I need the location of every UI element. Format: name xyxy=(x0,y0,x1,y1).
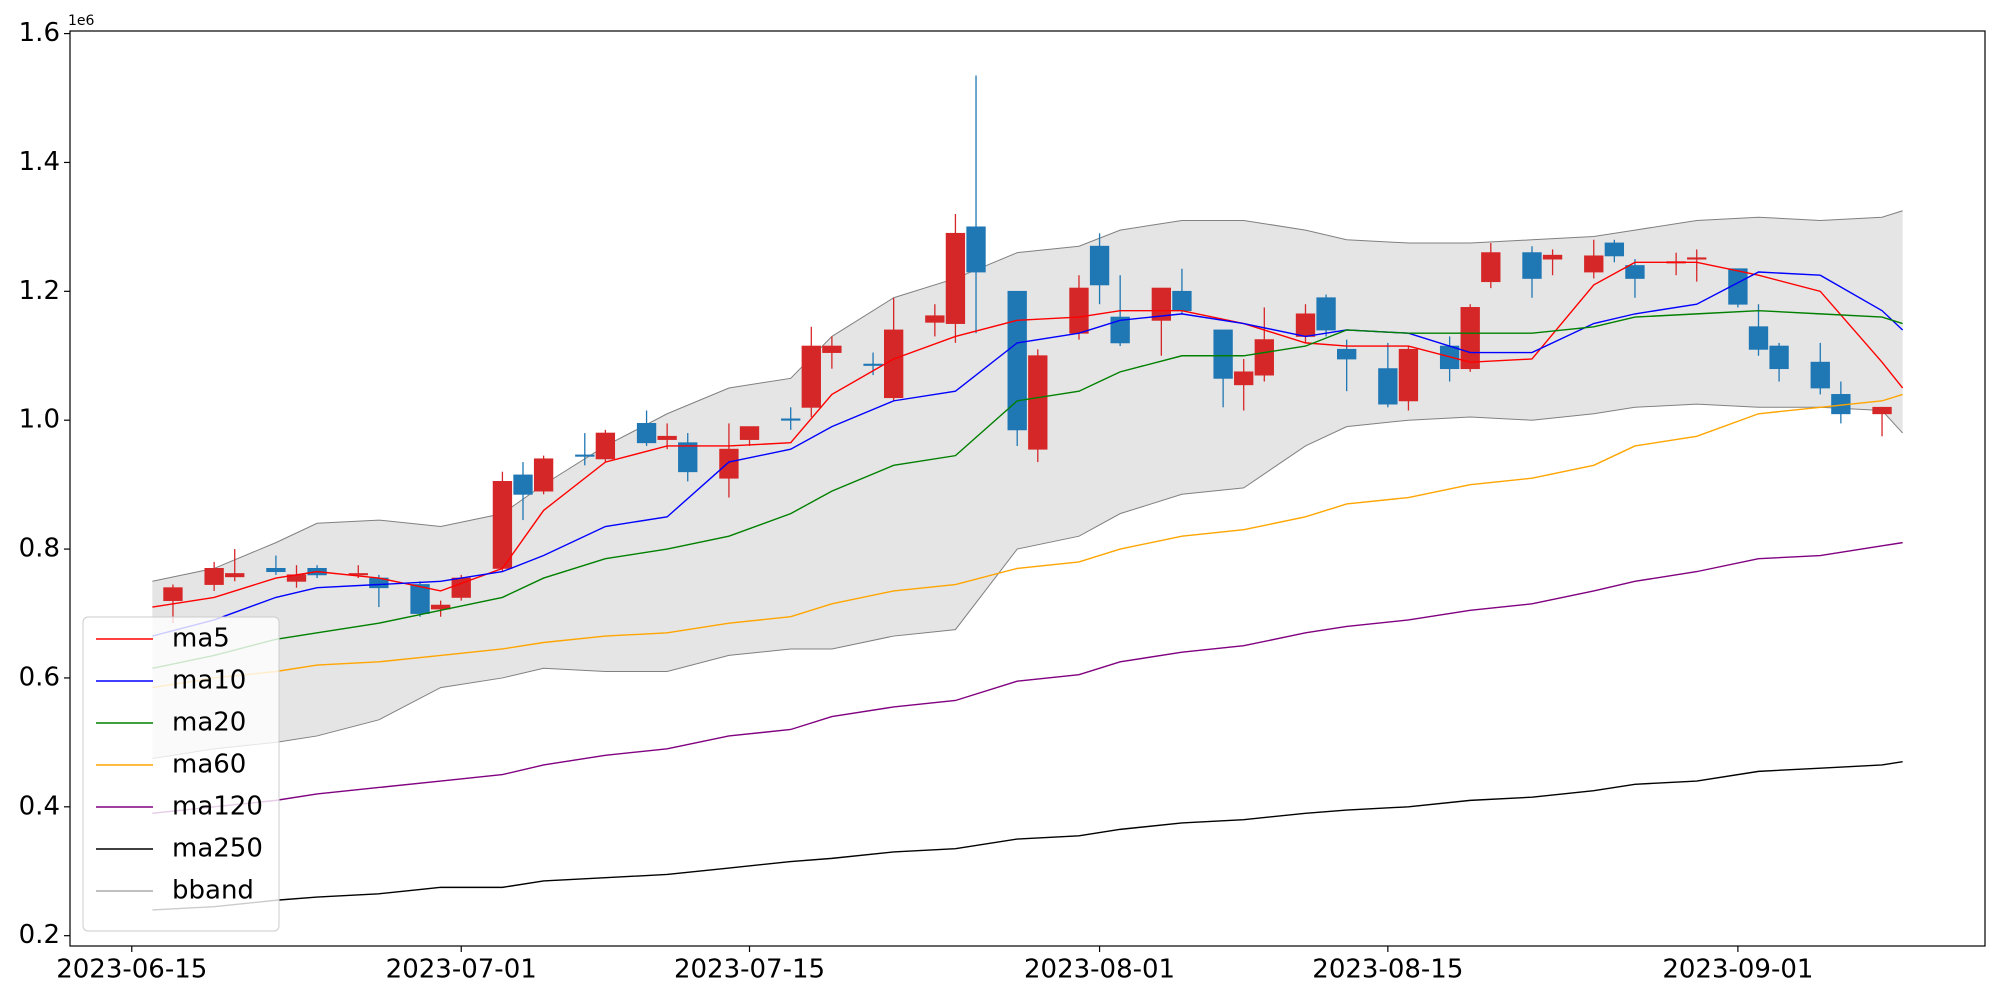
candle-body xyxy=(781,418,801,421)
candle-body xyxy=(410,584,430,614)
candle-body xyxy=(945,232,966,324)
candle-body xyxy=(1089,245,1110,286)
candle-body xyxy=(1460,307,1480,370)
y-tick-label: 1.4 xyxy=(19,147,60,177)
y-tick-label: 1.6 xyxy=(19,18,60,48)
candle-body xyxy=(348,573,368,576)
candle-body xyxy=(1687,257,1707,260)
legend: ma5 ma10 ma20 ma60 ma120 ma250 bband xyxy=(82,616,280,932)
x-tick-label: 2023-08-01 xyxy=(1024,955,1175,985)
candle-body xyxy=(925,315,945,323)
candle-body xyxy=(1110,316,1130,344)
x-tick-label: 2023-06-15 xyxy=(56,955,207,985)
x-tick-label: 2023-07-15 xyxy=(674,955,825,985)
candle-body xyxy=(1337,348,1357,360)
candle-body xyxy=(1378,368,1398,405)
candle-body xyxy=(1542,254,1563,260)
y-tick-label: 1.0 xyxy=(19,405,60,435)
candle-body xyxy=(1028,355,1048,450)
candle-body xyxy=(1234,371,1254,386)
candle-body xyxy=(1625,265,1645,279)
candle-body xyxy=(1584,255,1604,273)
candle-body xyxy=(719,448,739,479)
candle-body xyxy=(1295,313,1316,337)
candle-body xyxy=(1810,361,1830,389)
legend-label: ma60 xyxy=(172,750,246,780)
legend-label: ma5 xyxy=(172,624,230,654)
candle-body xyxy=(822,345,842,353)
x-tick-label: 2023-09-01 xyxy=(1662,955,1813,985)
candle-body xyxy=(657,435,677,440)
candle-body xyxy=(1398,348,1419,402)
legend-box xyxy=(82,616,280,932)
candle-body xyxy=(636,423,657,444)
candle-body xyxy=(801,345,821,408)
y-tick-label: 0.8 xyxy=(19,534,60,564)
legend-label: ma10 xyxy=(172,666,246,696)
candle-body xyxy=(430,604,451,610)
candle-body xyxy=(1151,287,1172,321)
candle-body xyxy=(1213,329,1233,379)
candle-body xyxy=(1254,339,1274,376)
y-tick-label: 0.6 xyxy=(19,662,60,692)
legend-label: bband xyxy=(172,876,254,906)
candle-body xyxy=(883,329,904,399)
candle-body xyxy=(266,568,286,573)
plot xyxy=(152,75,1904,911)
candle-body xyxy=(1728,268,1748,305)
candle-body xyxy=(966,226,986,273)
band-area xyxy=(152,210,1903,759)
candle-body xyxy=(492,481,513,569)
band-edge xyxy=(152,210,1903,582)
candle-body xyxy=(1522,252,1542,279)
ma-line xyxy=(152,309,1903,669)
candle-body xyxy=(1172,290,1192,312)
ma-line xyxy=(152,541,1903,814)
candle-body xyxy=(1604,242,1625,257)
candle-body xyxy=(1872,406,1892,415)
plot-frame xyxy=(69,30,1986,947)
legend-label: ma120 xyxy=(172,792,263,822)
candle-body xyxy=(163,587,183,602)
ma-line xyxy=(152,761,1903,911)
candle-body xyxy=(1769,345,1789,370)
candle-body xyxy=(204,568,224,585)
y-tick-label: 1.2 xyxy=(19,276,60,306)
candle-body xyxy=(533,458,554,492)
ma-line xyxy=(152,261,1904,608)
candle-body xyxy=(739,426,760,440)
candle-body xyxy=(1007,290,1027,431)
candle-body xyxy=(1316,297,1336,331)
candle-body xyxy=(1069,287,1089,334)
candle-body xyxy=(225,573,245,578)
legend-label: ma20 xyxy=(172,708,246,738)
candle-body xyxy=(595,432,616,460)
band-edge xyxy=(152,403,1904,759)
candle-body xyxy=(575,454,595,457)
x-tick-label: 2023-07-01 xyxy=(386,955,537,985)
candle-body xyxy=(1748,326,1769,350)
x-tick-label: 2023-08-15 xyxy=(1312,955,1463,985)
y-tick-label: 0.2 xyxy=(19,920,60,950)
ma-line xyxy=(152,393,1903,689)
candle-body xyxy=(678,442,698,473)
candle-body xyxy=(513,474,533,495)
candle-body xyxy=(863,363,883,366)
offset-text: 1e6 xyxy=(68,13,95,29)
legend-label: ma250 xyxy=(172,834,263,864)
y-tick-label: 0.4 xyxy=(19,791,60,821)
ma-line xyxy=(152,271,1904,637)
candle-body xyxy=(1481,252,1501,283)
